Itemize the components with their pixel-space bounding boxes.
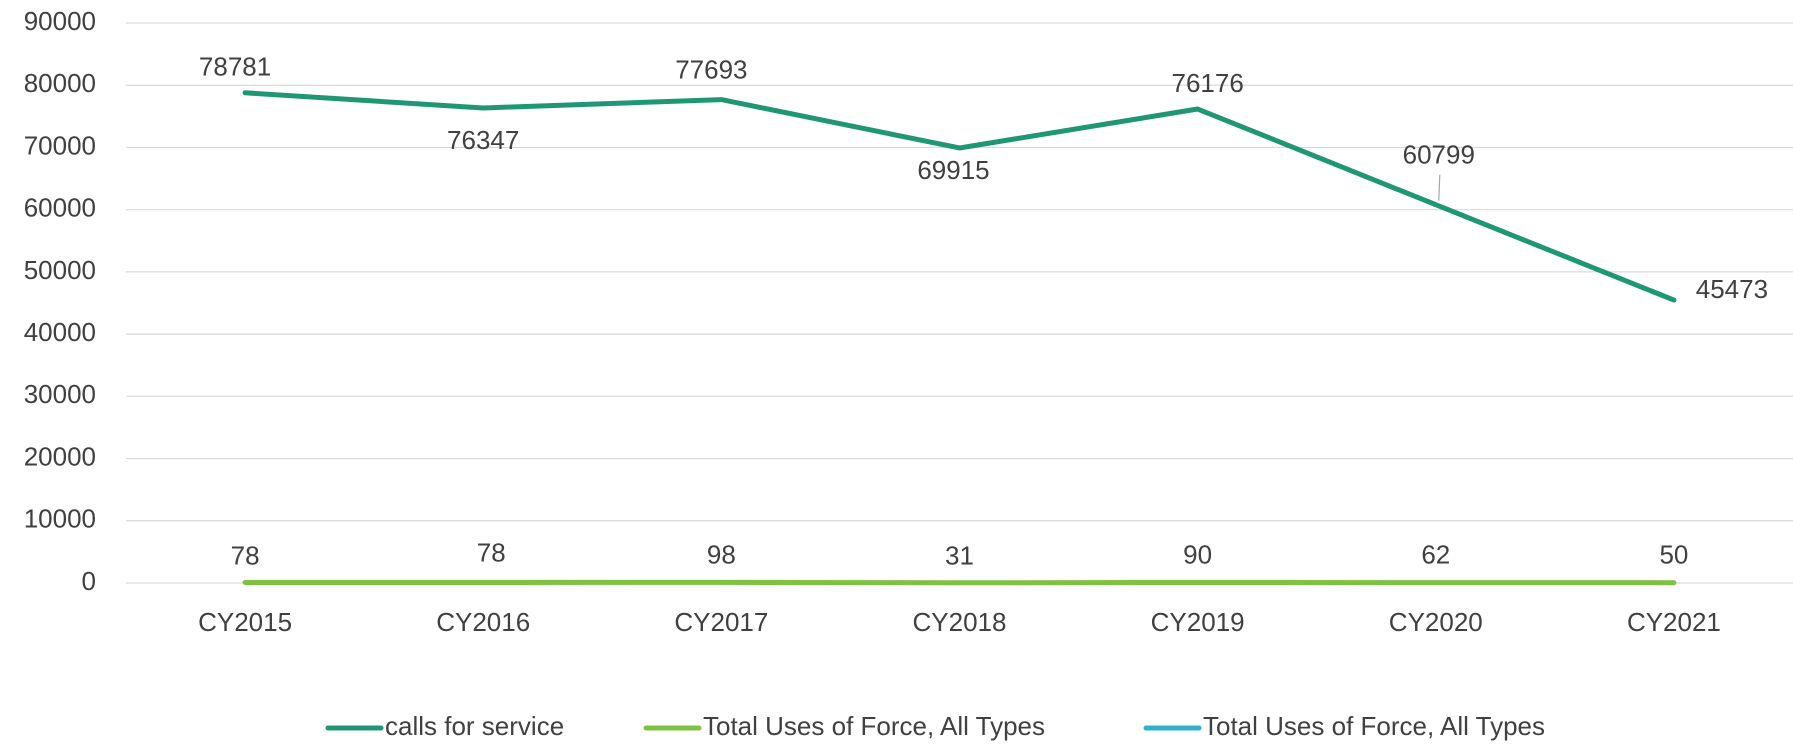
y-tick-label: 70000: [24, 130, 96, 160]
data-label: 62: [1421, 539, 1450, 569]
x-tick-label: CY2016: [436, 607, 530, 637]
y-tick-label: 0: [82, 566, 96, 596]
y-tick-label: 10000: [24, 504, 96, 534]
data-label: 78: [231, 540, 260, 570]
data-label: 31: [945, 541, 974, 571]
data-label: 90: [1183, 539, 1212, 569]
data-label: 45473: [1696, 274, 1768, 304]
data-label: 50: [1659, 540, 1688, 570]
legend-label: Total Uses of Force, All Types: [1203, 711, 1545, 741]
y-tick-label: 40000: [24, 317, 96, 347]
legend-label: calls for service: [385, 711, 564, 741]
x-tick-label: CY2017: [674, 607, 768, 637]
data-label: 77693: [675, 54, 747, 84]
data-label: 78781: [199, 52, 271, 82]
x-tick-label: CY2019: [1151, 607, 1245, 637]
y-tick-label: 90000: [24, 6, 96, 36]
data-label: 78: [477, 537, 506, 567]
y-tick-label: 30000: [24, 379, 96, 409]
x-tick-label: CY2021: [1627, 607, 1721, 637]
y-tick-label: 60000: [24, 193, 96, 223]
x-tick-label: CY2020: [1389, 607, 1483, 637]
leader-line: [1438, 174, 1441, 201]
y-tick-label: 80000: [24, 68, 96, 98]
line-series: [242, 90, 1677, 303]
data-label: 76176: [1171, 68, 1243, 98]
data-label: 76347: [447, 125, 519, 155]
y-tick-label: 20000: [24, 441, 96, 471]
legend-label: Total Uses of Force, All Types: [703, 711, 1045, 741]
y-tick-label: 50000: [24, 255, 96, 285]
data-label: 98: [707, 539, 736, 569]
data-label: 69915: [917, 155, 989, 185]
data-label: 60799: [1403, 140, 1475, 170]
x-tick-label: CY2018: [913, 607, 1007, 637]
x-tick-label: CY2015: [198, 607, 292, 637]
